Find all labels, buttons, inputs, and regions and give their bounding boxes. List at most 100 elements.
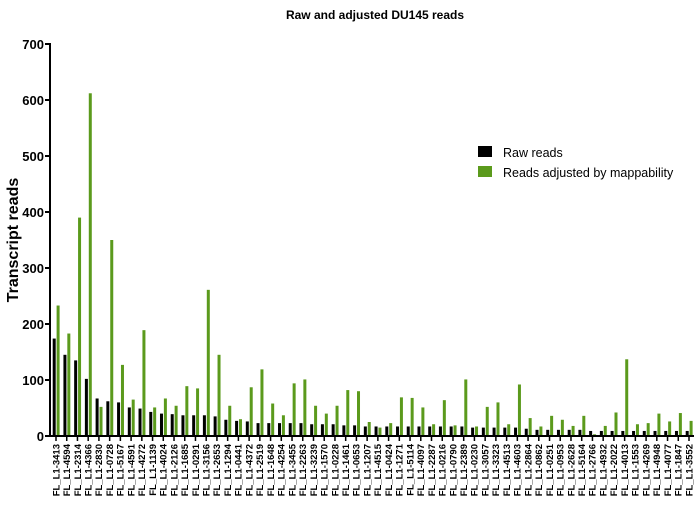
bar-raw xyxy=(653,430,657,436)
bar-adjusted xyxy=(657,413,661,436)
bar-adjusted xyxy=(635,424,639,436)
bar-adjusted xyxy=(539,426,543,436)
y-tick-label: 0 xyxy=(37,429,44,444)
x-tick-label: FL_L1-5167 xyxy=(116,444,127,496)
bar-raw xyxy=(481,427,485,436)
bar-raw xyxy=(256,423,260,436)
bar-raw xyxy=(159,413,163,436)
bar-adjusted xyxy=(496,402,500,436)
x-tick-label: FL_L1-0790 xyxy=(448,444,459,496)
bar-adjusted xyxy=(571,425,575,436)
y-tick-label: 300 xyxy=(22,261,44,276)
bar-raw xyxy=(138,408,142,436)
y-axis-label: Transcript reads xyxy=(5,178,22,303)
bar-adjusted xyxy=(442,400,446,436)
bar-adjusted xyxy=(614,412,618,436)
x-tick-label: FL_L1-4513 xyxy=(502,444,513,496)
bar-adjusted xyxy=(582,415,586,436)
bar-raw xyxy=(224,419,228,436)
bar-adjusted xyxy=(163,398,167,436)
bar-adjusted xyxy=(217,354,221,436)
bar-adjusted xyxy=(399,397,403,436)
bar-raw xyxy=(396,426,400,436)
bar-adjusted xyxy=(78,217,82,436)
bar-adjusted xyxy=(668,421,672,436)
bar-raw xyxy=(449,426,453,436)
bar-raw xyxy=(267,423,271,436)
bar-adjusted xyxy=(432,424,436,436)
chart-title: Raw and adjusted DU145 reads xyxy=(286,8,464,22)
bar-adjusted xyxy=(110,240,114,436)
bar-adjusted xyxy=(378,427,382,436)
bar-raw xyxy=(117,402,121,436)
x-tick-label: FL_L1-0251 xyxy=(545,443,556,496)
bar-adjusted xyxy=(357,391,361,436)
bar-raw xyxy=(438,426,442,436)
bar-adjusted xyxy=(550,415,554,436)
x-tick-label: FL_L1-4024 xyxy=(159,443,170,496)
bar-raw xyxy=(288,423,292,436)
bar-adjusted xyxy=(560,419,564,436)
x-tick-label: FL_L1-2519 xyxy=(255,444,266,496)
x-tick-label: FL_L1-1271 xyxy=(395,443,406,496)
bar-raw xyxy=(84,378,88,436)
bar-raw xyxy=(363,426,367,436)
bar-raw xyxy=(610,430,614,436)
bar-raw xyxy=(127,407,131,436)
bar-raw xyxy=(578,429,582,436)
bar-raw xyxy=(632,430,636,436)
bar-raw xyxy=(546,429,550,436)
bar-raw xyxy=(685,430,689,436)
bar-adjusted xyxy=(281,415,285,436)
bar-adjusted xyxy=(185,386,189,436)
bar-adjusted xyxy=(464,379,468,436)
x-tick-label: FL_L1-0230 xyxy=(470,444,481,496)
bar-raw xyxy=(642,430,646,436)
x-tick-label: FL_L1-2314 xyxy=(73,443,84,496)
bar-raw xyxy=(278,423,282,436)
x-axis: FL_L1-3413 FL_L1-4594 FL_L1-2314 FL_L1-4366… xyxy=(49,435,695,496)
bar-adjusted xyxy=(517,384,521,436)
bar-raw xyxy=(385,426,389,436)
x-tick-label: FL_L1-4097 xyxy=(416,444,427,496)
bar-adjusted xyxy=(389,423,393,436)
y-tick-label: 400 xyxy=(22,205,44,220)
bar-adjusted xyxy=(689,420,693,436)
x-tick-label: FL_L1-0862 xyxy=(534,444,545,496)
bar-raw xyxy=(664,430,668,436)
x-tick-label: FL_L1-3057 xyxy=(480,444,491,496)
x-tick-label: FL_L1-2864 xyxy=(523,443,534,496)
bar-raw xyxy=(567,429,571,436)
bar-raw xyxy=(503,427,507,436)
x-tick-label: FL_L1-1685 xyxy=(180,443,191,496)
bar-raw xyxy=(428,426,432,436)
y-tick-label: 500 xyxy=(22,149,44,164)
bar-raw xyxy=(524,428,528,436)
bar-raw xyxy=(74,360,78,436)
bar-raw xyxy=(235,420,239,436)
x-tick-label: FL_L1-4603 xyxy=(513,444,524,496)
bar-adjusted xyxy=(625,359,629,436)
bar-raw xyxy=(202,415,206,436)
x-tick-label: FL_L1-3156 xyxy=(202,444,213,496)
bar-adjusted xyxy=(99,406,103,436)
x-tick-label: FL_L1-4013 xyxy=(620,444,631,496)
x-tick-label: FL_L1-3413 xyxy=(51,444,62,496)
bar-raw xyxy=(599,430,603,436)
bar-raw xyxy=(471,427,475,436)
bar-raw xyxy=(514,427,518,436)
bar-adjusted xyxy=(260,369,264,436)
x-tick-label: FL_L1-1648 xyxy=(266,444,277,496)
bar-raw xyxy=(310,424,314,436)
bar-adjusted xyxy=(603,425,607,436)
bar-adjusted xyxy=(206,289,210,436)
legend-swatch-adjusted xyxy=(478,166,492,177)
y-tick-label: 600 xyxy=(22,93,44,108)
legend: Raw reads Reads adjusted by mappability xyxy=(478,146,674,180)
x-tick-label: FL_L1-4594 xyxy=(62,443,73,496)
x-tick-label: FL_L1-1847 xyxy=(674,444,685,496)
bar-adjusted xyxy=(174,405,178,436)
bar-raw xyxy=(181,415,185,436)
x-tick-label: FL_L1-0216 xyxy=(438,444,449,496)
x-tick-label: FL_L1-5114 xyxy=(405,443,416,495)
